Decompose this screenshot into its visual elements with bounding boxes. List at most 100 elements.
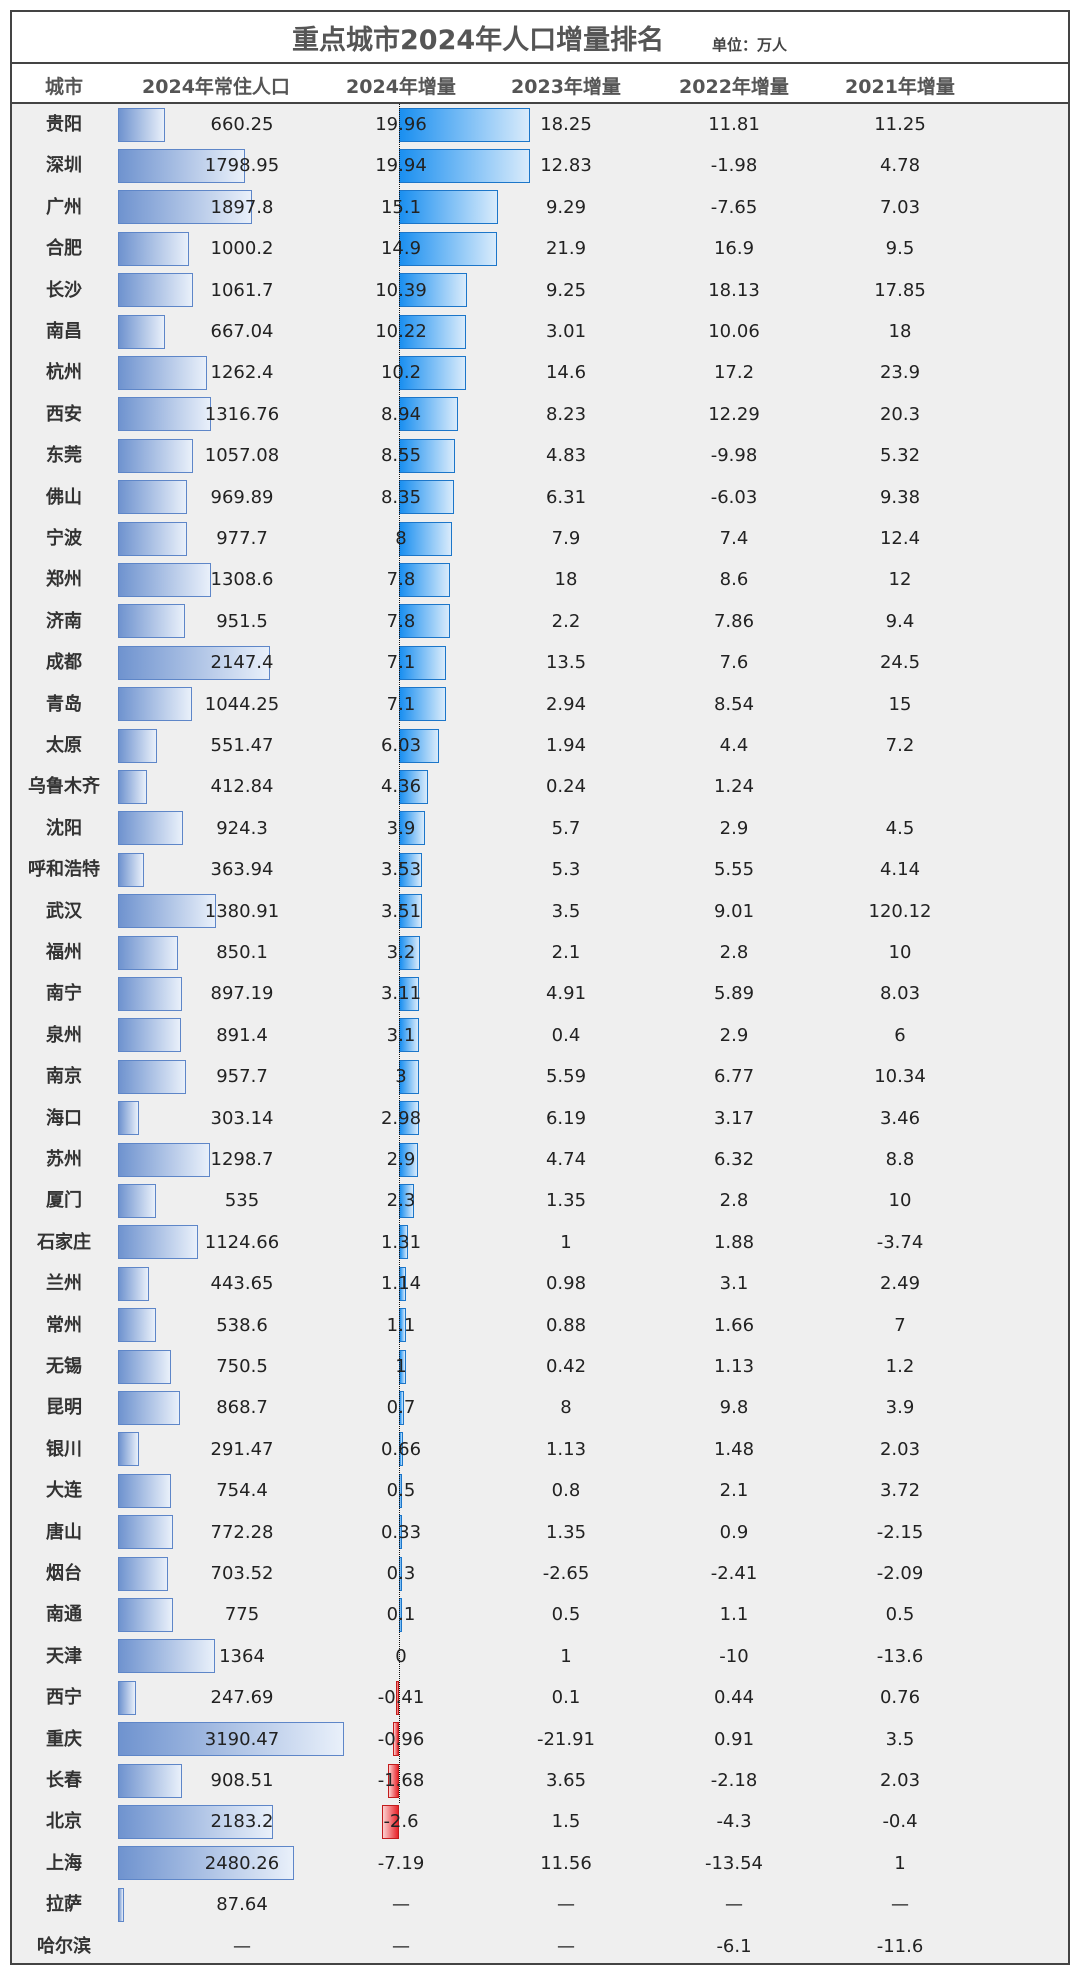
increase-2022-cell: 2.8 <box>719 942 749 963</box>
increase-2023-cell: 3.5 <box>551 900 581 922</box>
population-cell: 1061.7 <box>210 279 274 301</box>
population-bar <box>118 1763 183 1798</box>
population-cell: 750.5 <box>216 1356 268 1377</box>
increase-bar <box>399 687 446 722</box>
population-bar <box>118 935 179 970</box>
city-cell: 东莞 <box>46 445 82 467</box>
table-row: 银川 291.47 0.66 1.13 1.48 2.03 <box>12 1429 1068 1470</box>
city-cell: 南昌 <box>46 321 82 342</box>
increase-2021-cell: 17.85 <box>874 279 926 301</box>
population-cell: 1057.08 <box>204 445 280 467</box>
population-bar <box>118 1515 173 1550</box>
city-cell: 南京 <box>46 1066 82 1088</box>
city-cell: 成都 <box>46 652 82 674</box>
city-cell: 西安 <box>46 403 82 425</box>
increase-2021-cell: 20.3 <box>879 403 921 425</box>
increase-2024-cell: -1.68 <box>377 1770 425 1791</box>
increase-2022-cell: -2.41 <box>710 1563 758 1584</box>
population-cell: 1044.25 <box>204 693 280 715</box>
increase-2022-cell: 8.6 <box>719 569 749 591</box>
increase-2021-cell: 4.5 <box>885 817 915 839</box>
increase-2021-cell: 23.9 <box>879 362 921 384</box>
increase-2021-cell: 120.12 <box>868 900 932 922</box>
increase-2024-cell: 19.96 <box>375 114 427 135</box>
increase-2021-cell: -11.6 <box>876 1935 924 1957</box>
increase-2023-cell: 0.88 <box>545 1314 587 1336</box>
increase-2024-cell: 0.33 <box>380 1521 422 1543</box>
increase-2023-cell: 4.83 <box>545 445 587 467</box>
increase-2023-cell: 1.94 <box>545 735 587 756</box>
table-row: 海口 303.14 2.98 6.19 3.17 3.46 <box>12 1098 1068 1139</box>
zero-axis-line <box>399 104 400 1804</box>
increase-2022-cell: -2.18 <box>710 1770 758 1791</box>
table-row: 广州 1897.8 15.1 9.29 -7.65 7.03 <box>12 187 1068 228</box>
population-cell: 1897.8 <box>210 196 274 218</box>
population-bar <box>118 1639 215 1674</box>
title-bar: 重点城市2024年人口增量排名 单位：万人 <box>12 12 1068 64</box>
table-row: 长春 908.51 -1.68 3.65 -2.18 2.03 <box>12 1760 1068 1801</box>
table-row: 南昌 667.04 10.22 3.01 10.06 18 <box>12 311 1068 352</box>
population-bar <box>118 977 182 1012</box>
population-cell: 957.7 <box>216 1066 268 1088</box>
increase-2021-cell: 5.32 <box>879 445 921 467</box>
increase-2023-cell: 7.9 <box>551 528 581 549</box>
increase-2024-cell: 1 <box>395 1356 407 1377</box>
population-bar <box>118 1059 186 1094</box>
increase-2021-cell: 8.03 <box>879 983 921 1005</box>
increase-2021-cell: 4.78 <box>879 155 921 177</box>
increase-2023-cell: 8 <box>560 1397 572 1419</box>
increase-2024-cell: -0.96 <box>377 1728 425 1750</box>
increase-bar <box>399 811 425 846</box>
increase-2021-cell: 3.9 <box>885 1397 915 1419</box>
increase-2022-cell: 17.2 <box>713 362 755 384</box>
decrease-bar <box>381 1805 399 1840</box>
population-cell: 1798.95 <box>204 155 280 177</box>
increase-2024-cell: -7.19 <box>377 1852 425 1874</box>
city-cell: 大连 <box>46 1480 82 1502</box>
increase-2023-cell: 13.5 <box>545 652 587 674</box>
city-cell: 拉萨 <box>46 1894 82 1916</box>
increase-2023-cell: 1.35 <box>545 1190 587 1212</box>
increase-2022-cell: 5.55 <box>713 859 755 881</box>
increase-bar <box>399 521 452 556</box>
city-cell: 青岛 <box>46 693 82 715</box>
increase-2022-cell: 2.1 <box>719 1480 749 1502</box>
population-bar <box>118 273 194 308</box>
city-cell: 合肥 <box>46 238 82 260</box>
increase-2023-cell: 18.25 <box>540 114 592 135</box>
increase-2024-cell: 19.94 <box>375 155 427 177</box>
increase-2021-cell: 11.25 <box>874 114 926 135</box>
table-row: 拉萨 87.64 — — — — <box>12 1884 1068 1925</box>
table-row: 青岛 1044.25 7.1 2.94 8.54 15 <box>12 684 1068 725</box>
increase-2022-cell: 11.81 <box>708 114 760 135</box>
increase-2022-cell: 9.01 <box>713 900 755 922</box>
increase-2022-cell: -7.65 <box>710 196 758 218</box>
city-cell: 泉州 <box>46 1024 82 1046</box>
population-bar <box>118 894 216 929</box>
population-cell: 303.14 <box>210 1107 274 1129</box>
city-cell: 烟台 <box>46 1563 82 1584</box>
population-bar <box>118 1473 172 1508</box>
increase-2021-cell: 0.5 <box>885 1604 915 1626</box>
population-bar <box>118 1142 210 1177</box>
population-bar <box>118 1184 156 1219</box>
increase-bar <box>399 190 499 225</box>
increase-2021-cell: -2.15 <box>876 1521 924 1543</box>
increase-2022-cell: 6.32 <box>713 1149 755 1170</box>
unit-label: 单位：万人 <box>712 36 788 54</box>
increase-2022-cell: -13.54 <box>704 1852 764 1874</box>
table-row: 南通 775 0.1 0.5 1.1 0.5 <box>12 1594 1068 1635</box>
population-bar <box>118 356 208 391</box>
population-cell: 2147.4 <box>210 652 274 674</box>
city-cell: 太原 <box>46 735 82 756</box>
increase-2023-cell: 0.42 <box>545 1356 587 1377</box>
increase-2023-cell: -21.91 <box>536 1728 596 1750</box>
increase-2021-cell: 8.8 <box>885 1149 915 1170</box>
population-bar <box>118 1349 172 1384</box>
increase-2024-cell: 3.9 <box>386 817 416 839</box>
increase-2021-cell: — <box>891 1894 909 1916</box>
population-cell: 951.5 <box>216 610 268 632</box>
table-row: 厦门 535 2.3 1.35 2.8 10 <box>12 1180 1068 1221</box>
table-row: 太原 551.47 6.03 1.94 4.4 7.2 <box>12 725 1068 766</box>
population-bar <box>118 604 186 639</box>
